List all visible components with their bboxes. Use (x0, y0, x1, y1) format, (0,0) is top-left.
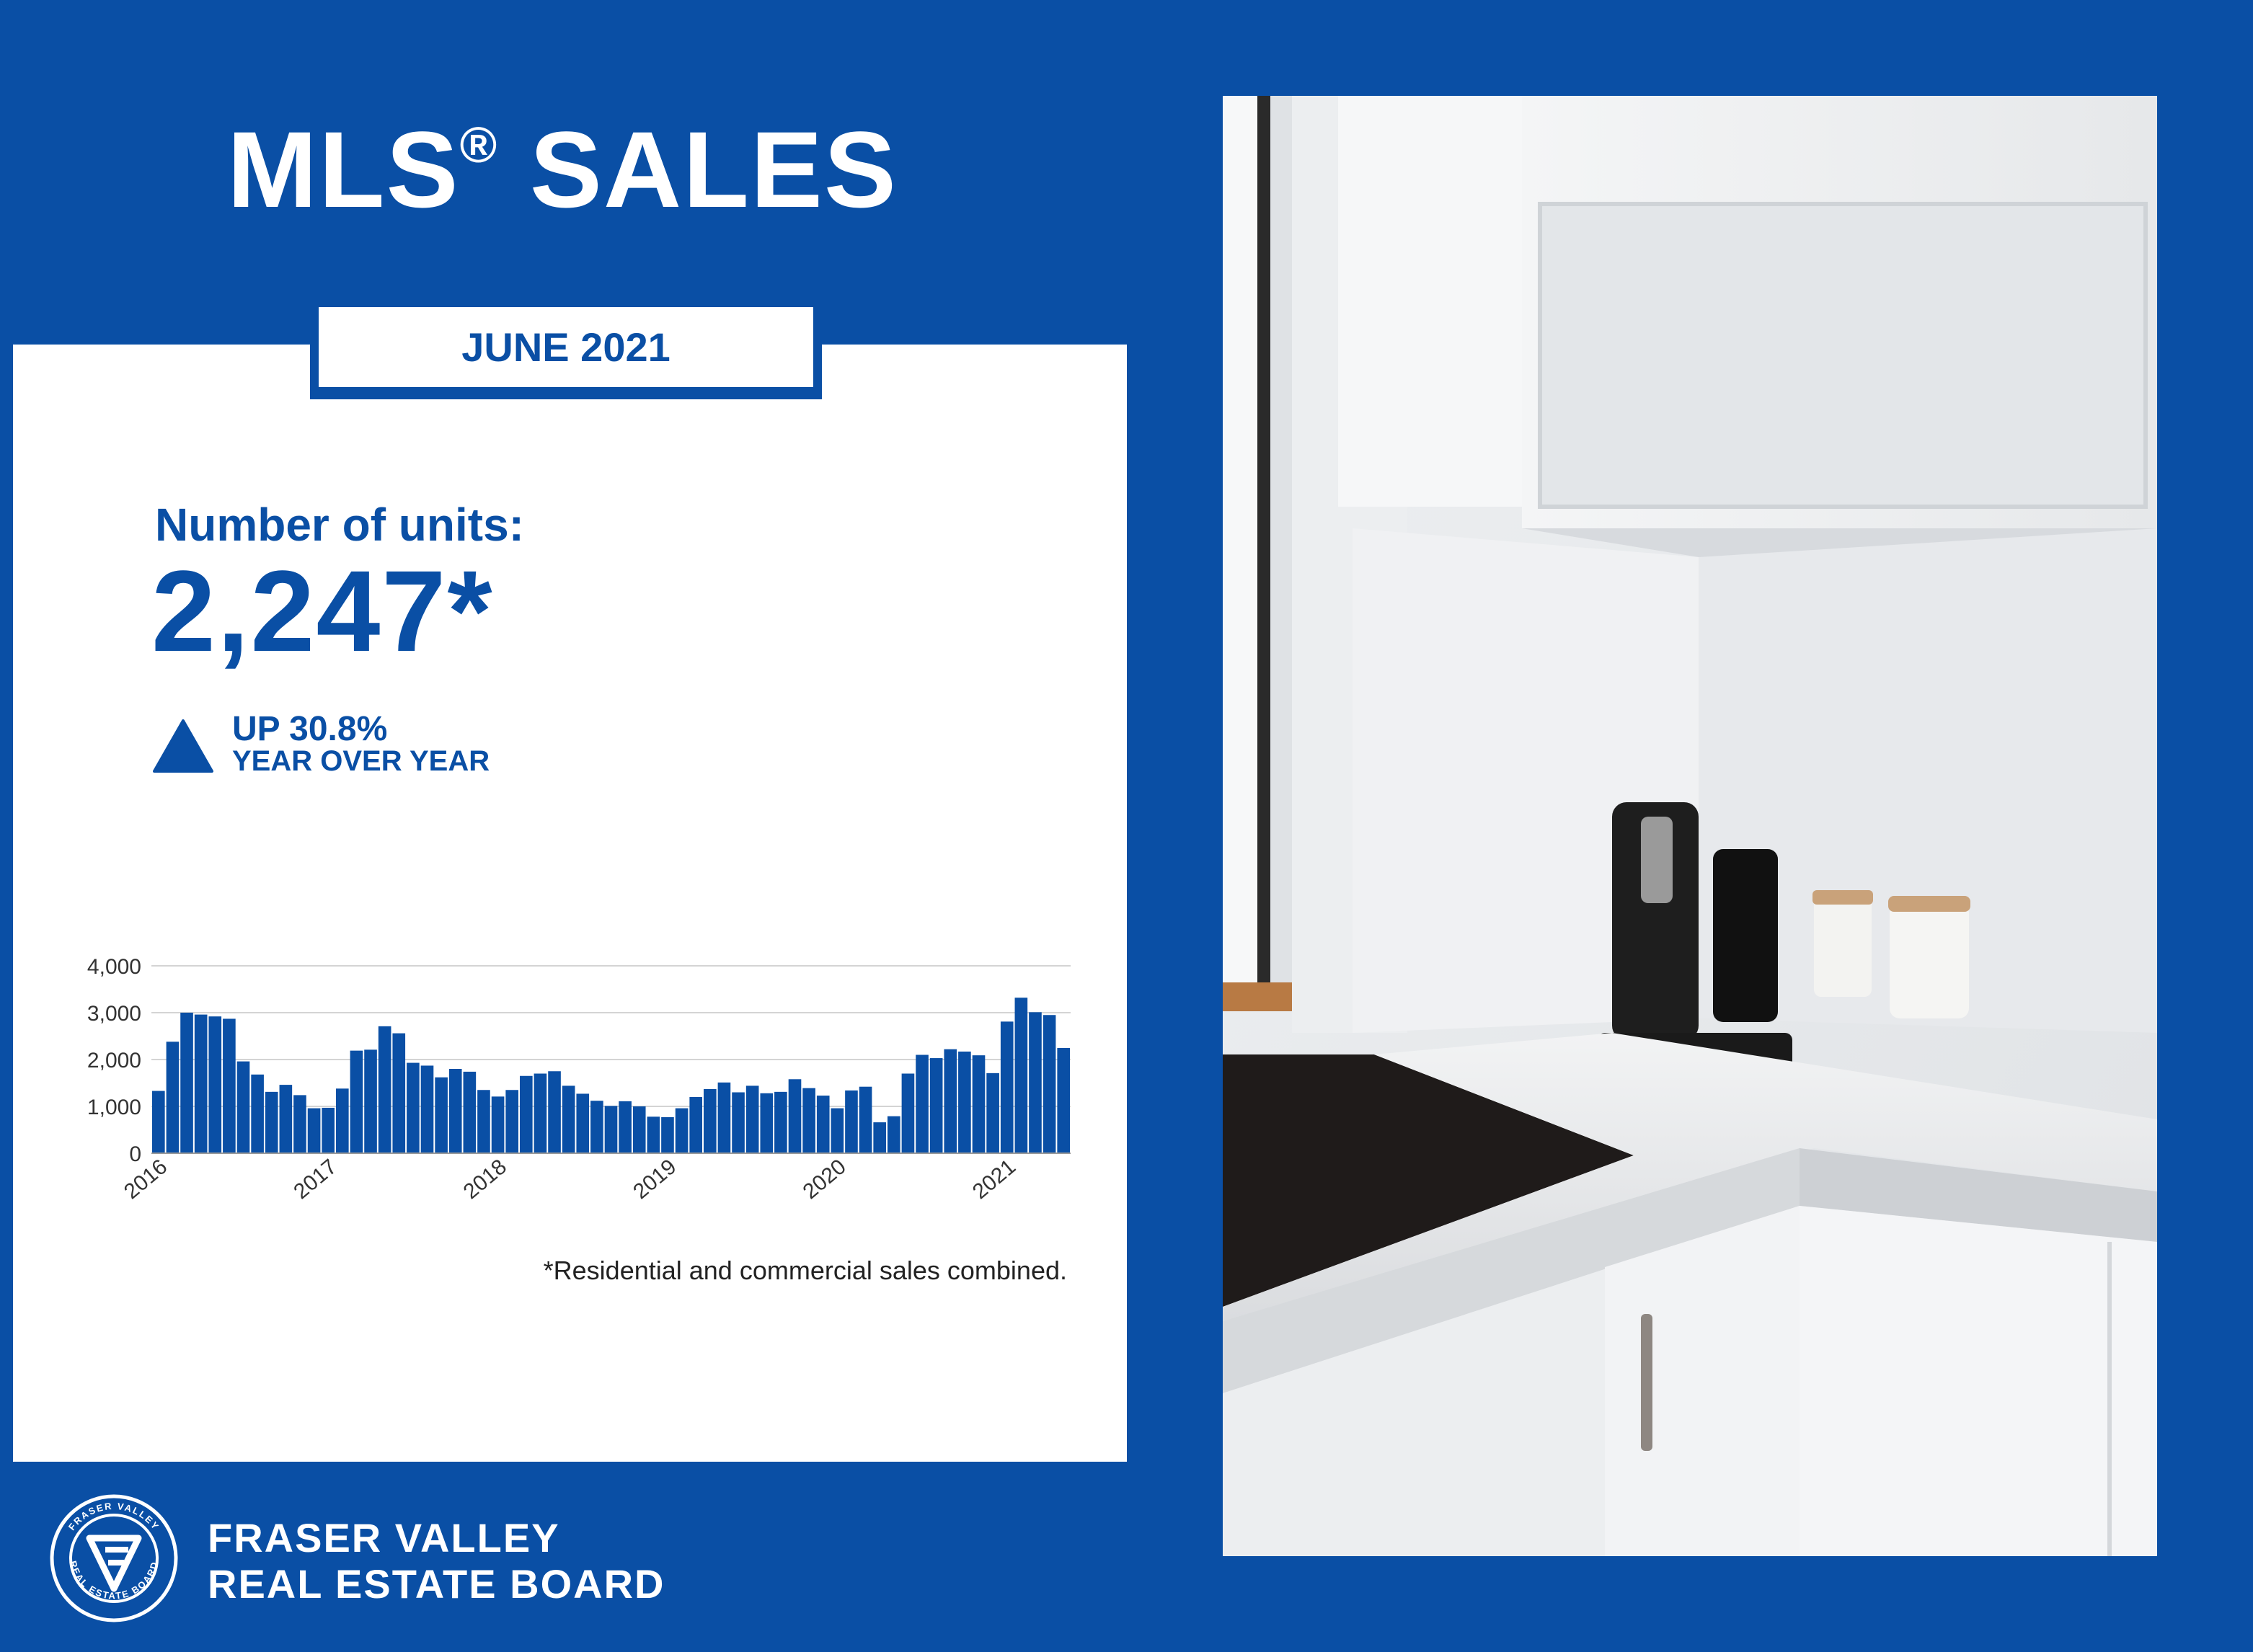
chart-bar (619, 1101, 632, 1153)
chart-bar (1043, 1015, 1056, 1153)
chart-bar (576, 1093, 590, 1153)
chart-bar (916, 1054, 929, 1153)
chart-bar (901, 1073, 915, 1153)
chart-bar (717, 1082, 731, 1153)
chart-bar (505, 1090, 518, 1153)
units-label: Number of units: (155, 499, 524, 551)
chart-bar (293, 1095, 306, 1153)
x-tick-label: 2020 (799, 1155, 851, 1204)
chart-bar (632, 1106, 646, 1153)
footnote: *Residential and commercial sales combin… (543, 1256, 1067, 1285)
x-tick-label: 2016 (120, 1155, 172, 1204)
chart-bar (364, 1049, 377, 1153)
chart-bar (562, 1085, 575, 1153)
chart-bar (548, 1071, 561, 1153)
chart-bar (745, 1085, 759, 1153)
y-tick-label: 1,000 (87, 1096, 141, 1119)
change-percent: UP 30.8% (232, 710, 388, 748)
chart-bar (1057, 1047, 1070, 1153)
stats-card (13, 345, 1127, 1462)
chart-bar (760, 1093, 774, 1153)
chart-bar (958, 1051, 971, 1153)
chart-bar (322, 1107, 335, 1153)
chart-bar (704, 1088, 717, 1153)
chart-bar (647, 1116, 660, 1153)
period-badge: JUNE 2021 (310, 298, 822, 399)
chart-bar (661, 1116, 674, 1153)
chart-bar (972, 1055, 986, 1153)
chart-bar (802, 1088, 815, 1153)
title-sales: SALES (529, 109, 898, 230)
chart-bar (166, 1042, 180, 1153)
chart-bar (534, 1073, 547, 1153)
chart-bar (590, 1101, 603, 1153)
chart-bar (520, 1075, 533, 1153)
x-tick-label: 2019 (629, 1155, 681, 1204)
chart-bar (477, 1090, 490, 1153)
chart-bar (223, 1018, 236, 1153)
chart-bar (180, 1013, 193, 1153)
chart-bar (336, 1088, 349, 1153)
chart-bar (788, 1079, 802, 1153)
chart-bar (378, 1026, 391, 1153)
chart-bar (944, 1049, 957, 1153)
chart-bar (816, 1096, 830, 1153)
chart-bar (448, 1069, 462, 1153)
x-tick-label: 2017 (289, 1155, 341, 1204)
chart-bar (845, 1090, 858, 1153)
y-tick-label: 0 (129, 1142, 141, 1166)
chart-bar (350, 1050, 363, 1153)
chart-bar (1014, 998, 1028, 1153)
chart-bar (435, 1077, 448, 1153)
chart-bar (604, 1106, 618, 1153)
chart-bar (888, 1116, 900, 1153)
y-tick-label: 4,000 (87, 955, 141, 979)
x-tick-label: 2021 (968, 1155, 1020, 1204)
page-title: MLS® SALES (0, 115, 1125, 223)
y-tick-label: 3,000 (87, 1002, 141, 1026)
chart-bar (491, 1096, 505, 1153)
chart-bar (307, 1108, 321, 1153)
chart-bar (732, 1092, 745, 1153)
chart-bar (265, 1091, 278, 1153)
chart-bar (279, 1085, 293, 1153)
chart-bar (194, 1014, 208, 1153)
period-label: JUNE 2021 (319, 307, 813, 387)
chart-bar (392, 1033, 406, 1153)
chart-bar (407, 1062, 420, 1153)
chart-bar (152, 1091, 165, 1153)
y-tick-label: 2,000 (87, 1049, 141, 1073)
registered-mark: ® (459, 117, 499, 173)
chart-bar (208, 1016, 222, 1153)
fvreb-logo: FRASER VALLEY REAL ESTATE BOARD (50, 1494, 178, 1622)
x-tick-label: 2018 (459, 1155, 511, 1204)
chart-bar (873, 1122, 886, 1153)
kitchen-photo (1223, 96, 2157, 1556)
sales-bar-chart: 0 1,000 2,000 3,000 4,000 2016 2017 2018 2019 202… (87, 955, 1071, 1204)
chart-bar (831, 1108, 844, 1153)
org-name-line2: REAL ESTATE BOARD (208, 1561, 665, 1607)
chart-bar (1000, 1021, 1014, 1153)
title-mls: MLS (226, 109, 460, 230)
chart-bar (251, 1074, 264, 1153)
chart-bar (929, 1058, 943, 1153)
chart-bar (859, 1086, 872, 1153)
chart-bar (986, 1073, 999, 1153)
change-label: YEAR OVER YEAR (232, 745, 490, 777)
chart-bar (675, 1108, 689, 1153)
org-name-line1: FRASER VALLEY (208, 1515, 560, 1560)
chart-bar (420, 1065, 434, 1153)
chart-bar (689, 1097, 702, 1153)
chart-bar (1029, 1012, 1042, 1153)
units-value: 2,247* (151, 546, 494, 675)
up-triangle-icon (153, 719, 213, 773)
organization-name: FRASER VALLEY REAL ESTATE BOARD (208, 1515, 665, 1607)
chart-bar (236, 1061, 250, 1153)
chart-bar (463, 1071, 477, 1153)
chart-bar (774, 1091, 787, 1153)
